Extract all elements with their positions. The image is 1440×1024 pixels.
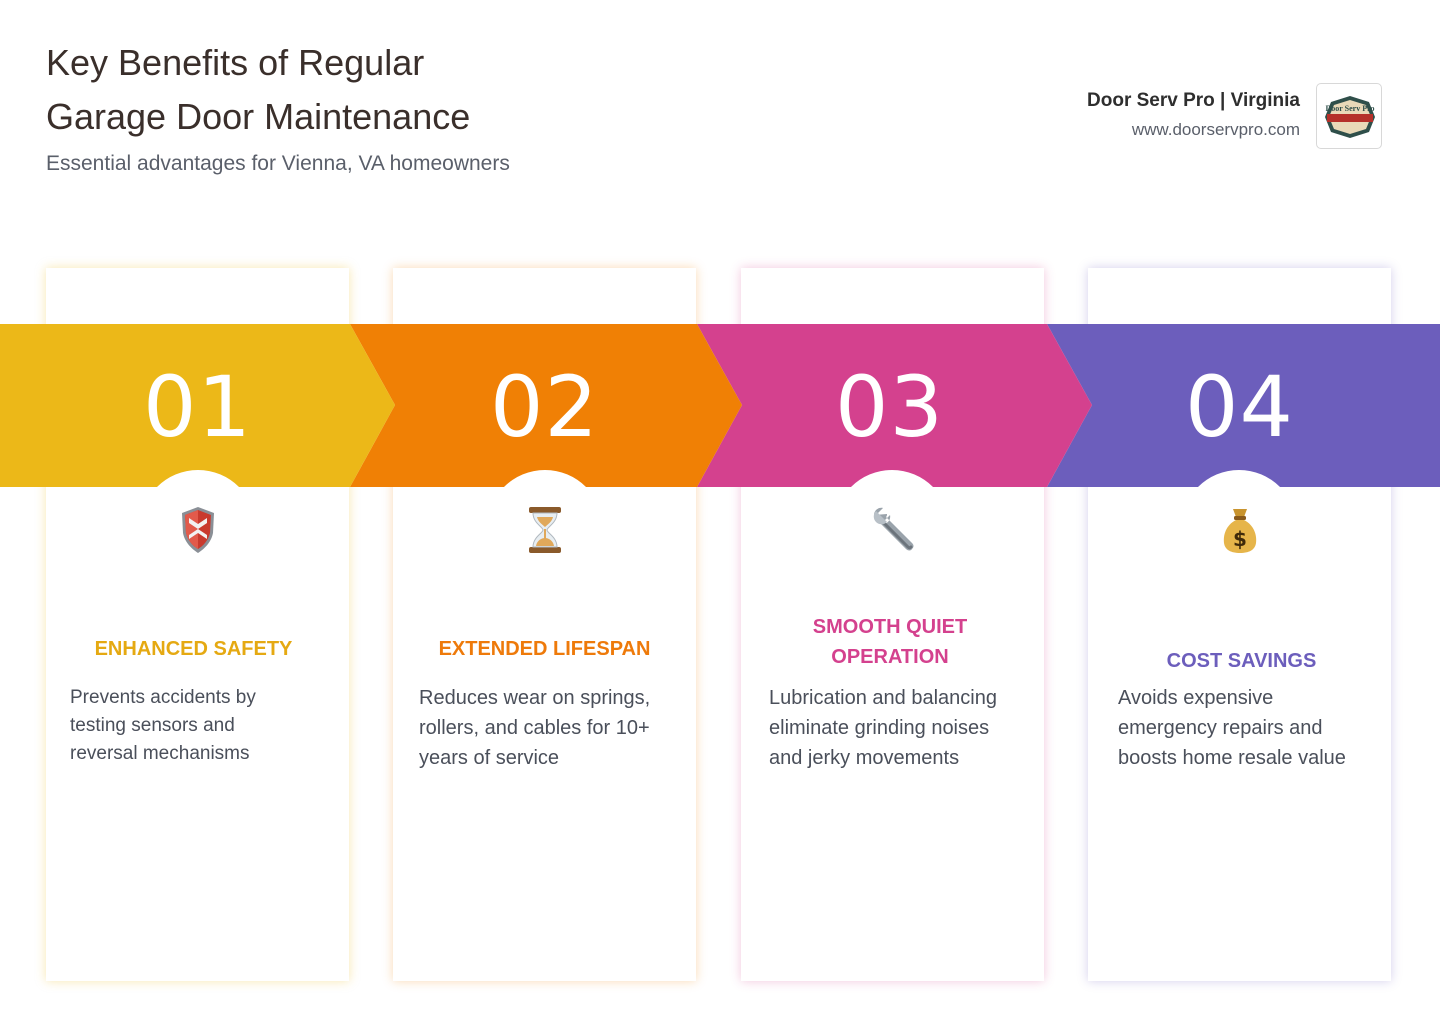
step-1-segment — [0, 324, 395, 487]
brand-block: Door Serv Pro | Virginia www.doorservpro… — [1087, 90, 1300, 140]
svg-text:$: $ — [1233, 527, 1247, 551]
step-4-segment — [1047, 324, 1440, 487]
card-title-2: EXTENDED LIFESPAN — [438, 638, 651, 660]
brand-logo: Door Serv Pro — [1316, 83, 1382, 149]
card-title-3: SMOOTH QUIET OPERATION — [812, 616, 968, 668]
logo-icon: Door Serv Pro — [1325, 96, 1375, 138]
step-arrow-band — [0, 324, 1440, 487]
title-line-2: Garage Door Maintenance — [46, 96, 471, 137]
shield-icon — [181, 507, 214, 553]
card-description-3: Lubrication and balancing eliminate grin… — [769, 687, 997, 769]
card-description-1: Prevents accidents by testing sensors an… — [70, 687, 256, 764]
brand-url[interactable]: www.doorservpro.com — [1131, 120, 1300, 139]
step-number-1: 01 — [143, 358, 252, 456]
money-bag-icon: $ — [1223, 509, 1256, 553]
card-title-1: ENHANCED SAFETY — [94, 638, 293, 660]
step-2-segment — [350, 324, 742, 487]
title-line-1: Key Benefits of Regular — [46, 42, 425, 83]
card-title-4: COST SAVINGS — [1166, 650, 1317, 672]
step-number-4: 04 — [1185, 358, 1294, 456]
card-description-2: Reduces wear on springs, rollers, and ca… — [419, 687, 651, 769]
page-title: Key Benefits of Regular Garage Door Main… — [46, 36, 470, 144]
step-number-3: 03 — [835, 358, 944, 456]
hourglass-icon — [528, 507, 561, 553]
brand-name: Door Serv Pro | Virginia — [1087, 90, 1300, 111]
page-subtitle: Essential advantages for Vienna, VA home… — [46, 152, 510, 175]
card-description-4: Avoids expensive emergency repairs and b… — [1118, 687, 1346, 769]
step-3-segment — [697, 324, 1092, 487]
step-number-2: 02 — [490, 358, 599, 456]
logo-text: Door Serv Pro — [1325, 104, 1374, 113]
wrench-icon — [873, 507, 913, 551]
